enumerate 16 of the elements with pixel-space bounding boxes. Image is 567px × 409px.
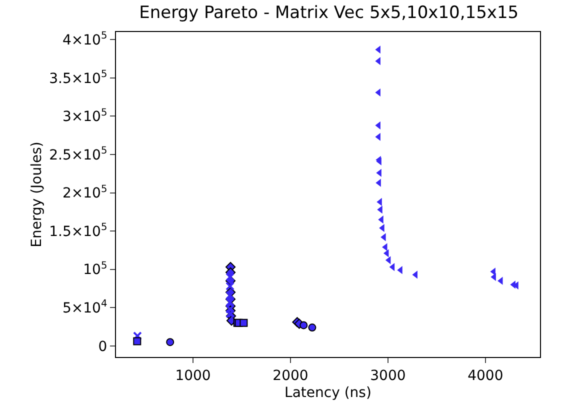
y-tick-label: 3×10$^{5}$ — [62, 107, 108, 126]
y-tick-label: 0 — [98, 338, 108, 355]
x-tick-label: 3000 — [370, 368, 406, 384]
y-tick-label: 1.5×10$^{5}$ — [49, 222, 108, 240]
y-tick-label: 3.5×10$^{5}$ — [49, 68, 108, 87]
y-tick-label: 5×10$^{4}$ — [62, 298, 108, 317]
y-tick-label: 2×10$^{5}$ — [62, 184, 108, 202]
x-tick-label: 2000 — [272, 368, 308, 384]
x-axis-title: Latency (ns) — [284, 385, 372, 402]
x-tick-label: 1000 — [175, 368, 211, 384]
y-tick-label: 10$^{5}$ — [83, 260, 108, 278]
y-axis-title: Energy (Joules) — [28, 142, 45, 248]
y-tick-label: 2.5×10$^{5}$ — [49, 146, 108, 164]
y-tick-label: 4×10$^{5}$ — [62, 30, 108, 49]
x-tick-label: 4000 — [468, 368, 504, 384]
chart-title: Energy Pareto - Matrix Vec 5x5,10x10,15x15 — [139, 3, 519, 24]
